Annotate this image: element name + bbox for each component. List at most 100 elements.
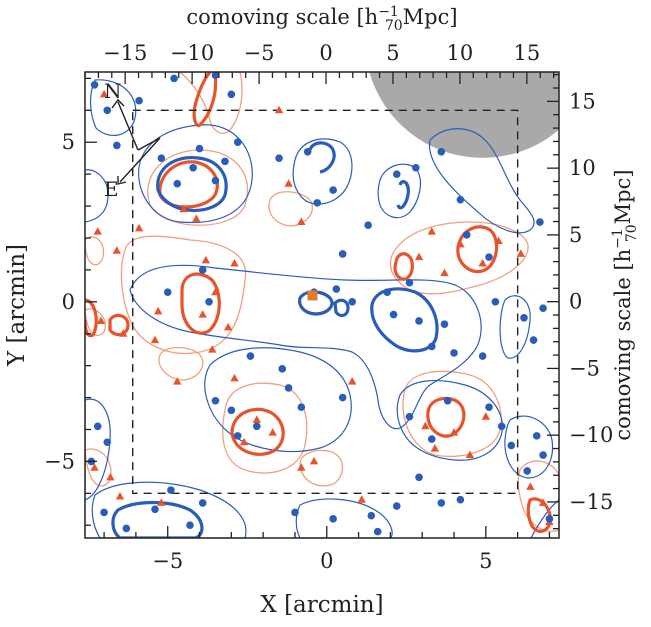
blue-point-2: [113, 141, 121, 150]
blue-point-59: [523, 467, 531, 475]
red-triangle-7: [230, 259, 239, 267]
blue-point-31: [485, 253, 493, 261]
x2-tick-label-0: 0: [319, 41, 332, 65]
y-tick-label-5: 5: [62, 130, 75, 154]
red-triangle-32: [449, 428, 459, 436]
blue-point-32: [405, 278, 414, 287]
red-triangle-11: [153, 306, 163, 315]
y2-axis-label-sub: 70: [624, 224, 640, 242]
red-triangle-38: [90, 463, 99, 471]
red-triangle-34: [481, 412, 491, 420]
blue-point-46: [297, 403, 306, 411]
axis-tick-labels: −5 0 5 −5 0 5 −15 −10 −5 0 5 10 15 −15 −10 −5 0 5 10 15: [44, 41, 613, 573]
blue-point-70: [186, 521, 194, 530]
y2-tick-label-10: 10: [569, 156, 596, 180]
x2-tick-label-5: 5: [386, 41, 399, 65]
blue-point-76: [392, 502, 401, 510]
blue-point-50: [211, 396, 220, 405]
y-tick-label-0: 0: [62, 290, 75, 314]
blue-point-66: [100, 508, 108, 517]
y2-tick-label-15: 15: [569, 89, 596, 113]
red-triangle-13: [118, 329, 128, 337]
plot-frame: [84, 71, 560, 539]
blue-point-7: [195, 144, 204, 153]
blue-point-37: [427, 342, 436, 351]
red-triangle-35: [526, 482, 535, 490]
blue-point-19: [313, 199, 322, 207]
blue-point-72: [291, 508, 299, 517]
red-triangle-46: [297, 217, 306, 226]
blue-point-30: [462, 230, 471, 239]
blue-point-57: [532, 432, 541, 440]
compass-east-arrow: [119, 137, 161, 183]
blue-point-62: [456, 495, 465, 504]
red-triangle-5: [192, 214, 201, 222]
red-triangle-31: [430, 444, 440, 452]
red-triangle-15: [173, 377, 182, 385]
blue-point-63: [93, 422, 102, 431]
blue-point-8: [211, 176, 220, 185]
red-triangle-8: [211, 287, 220, 296]
red-triangle-19: [268, 428, 277, 436]
blue-point-1: [103, 106, 112, 115]
blue-point-35: [415, 317, 423, 325]
red-triangle-12: [150, 335, 160, 344]
blue-point-13: [211, 72, 220, 79]
blue-point-79: [545, 515, 554, 523]
red-triangle-14: [96, 316, 106, 324]
compass-north-arrowhead: [111, 98, 125, 109]
blue-point-0: [90, 80, 99, 89]
survey-box: [132, 109, 519, 495]
x-axis-label: X [arcmin]: [260, 592, 383, 618]
masked-region: [369, 72, 559, 158]
red-triangle-18: [252, 415, 261, 423]
red-triangle-28: [494, 236, 503, 245]
compass-east-arrowhead: [117, 176, 127, 185]
blue-point-68: [151, 505, 159, 514]
red-triangle-21: [297, 463, 306, 471]
x2-axis-label-text: comoving scale [h: [186, 5, 378, 29]
blue-point-17: [275, 154, 283, 162]
blue-point-23: [332, 285, 341, 293]
blue-point-77: [284, 384, 293, 392]
y2-axis-label-text: comoving scale [h: [611, 249, 635, 441]
blue-point-5: [173, 179, 182, 188]
x2-axis-label-sub: 70: [385, 18, 403, 34]
blue-point-11: [233, 138, 242, 147]
red-triangle-27: [478, 259, 487, 267]
blue-circle-series: [87, 72, 554, 536]
compass-north-arrow: [117, 101, 139, 151]
blue-point-9: [221, 157, 229, 166]
y-tick-label--5: −5: [44, 449, 75, 473]
red-triangle-39: [106, 472, 115, 481]
blue-point-80: [536, 218, 544, 226]
x2-tick-label--5: −5: [244, 41, 275, 65]
blue-point-6: [189, 163, 197, 172]
red-triangle-2: [112, 246, 122, 254]
blue-point-14: [163, 288, 172, 297]
red-triangle-36: [538, 498, 548, 506]
blue-point-34: [389, 310, 398, 319]
red-triangle-30: [421, 421, 430, 430]
blue-point-20: [329, 186, 337, 194]
blue-point-56: [507, 441, 516, 450]
x2-tick-label-15: 15: [513, 41, 540, 65]
blue-point-78: [338, 393, 347, 402]
plot-content: N E: [85, 72, 559, 538]
red-triangle-45: [284, 179, 293, 187]
y2-axis-label-sup: −1: [610, 228, 626, 249]
red-triangle-6: [201, 255, 211, 264]
red-triangle-29: [516, 249, 526, 257]
x2-tick-label--15: −15: [103, 41, 147, 65]
blue-point-73: [329, 515, 337, 523]
y2-tick-label--15: −15: [569, 490, 613, 514]
blue-point-47: [252, 422, 261, 431]
central-marker: [307, 290, 318, 301]
blue-point-74: [367, 511, 376, 520]
blue-point-48: [227, 406, 236, 415]
red-triangle-4: [179, 204, 188, 213]
blue-point-69: [167, 486, 175, 494]
blue-point-52: [427, 435, 436, 443]
blue-point-38: [450, 349, 458, 357]
